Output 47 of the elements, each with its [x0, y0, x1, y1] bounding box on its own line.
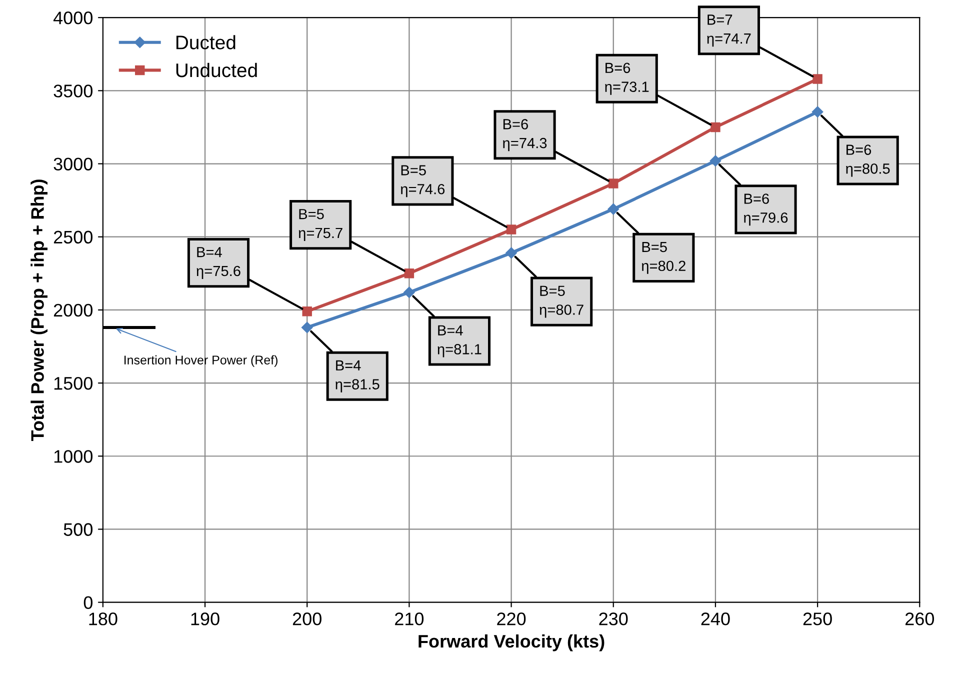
x-tick-label: 210 — [395, 612, 424, 626]
annotation: B=5 η=74.6 — [400, 165, 445, 198]
annotation: B=5 η=80.2 — [642, 242, 686, 274]
x-tick-label: 220 — [497, 612, 526, 626]
annotation: B=5 η=80.7 — [540, 286, 584, 318]
y-tick-label: 0 — [84, 596, 92, 610]
y-tick-label: 4000 — [53, 12, 92, 24]
point — [302, 322, 313, 334]
annotation: B=4 η=81.5 — [336, 360, 380, 392]
legend-label: Unducted — [176, 62, 257, 78]
y-tick-label: 3000 — [54, 158, 92, 170]
point — [506, 224, 516, 234]
annotation: B=4 η=81.1 — [438, 325, 482, 358]
x-tick-label: 260 — [905, 612, 934, 626]
y-tick-label: 1000 — [54, 450, 92, 463]
y-tick-label: 1500 — [54, 376, 92, 390]
annotation: B=7 η=74.7 — [707, 14, 751, 47]
point — [404, 286, 415, 298]
x-tick-label: 250 — [803, 612, 832, 626]
point — [608, 178, 618, 188]
annotation: B=6 η=79.6 — [744, 194, 788, 226]
annotation: B=6 η=73.1 — [605, 62, 649, 95]
point — [302, 306, 312, 316]
legend-label: Ducted — [176, 35, 236, 50]
y-tick-label: 500 — [64, 523, 92, 536]
x-tick-label: 240 — [701, 612, 730, 626]
y-tick-label: 3500 — [54, 84, 92, 98]
x-tick-label: 200 — [292, 612, 322, 626]
point — [608, 203, 619, 215]
point — [812, 106, 824, 118]
point — [710, 155, 722, 166]
y-axis-title: Total Power (Prop + ihp + Rhp) — [30, 180, 48, 441]
point — [812, 74, 822, 84]
annotation: Insertion Hover Power (Ref) — [124, 355, 278, 367]
annotation: B=6 η=80.5 — [846, 144, 890, 177]
x-tick-label: 180 — [89, 612, 118, 626]
x-tick-label: 190 — [191, 612, 220, 626]
annotation: B=4 η=75.6 — [196, 247, 240, 280]
point — [506, 247, 517, 259]
y-tick-label: 2500 — [54, 230, 92, 244]
annotation: B=6 η=74.3 — [503, 119, 547, 152]
x-tick-label: 230 — [599, 612, 628, 626]
annotation: B=5 η=75.7 — [298, 209, 342, 242]
point — [404, 268, 414, 278]
x-axis-title: Forward Velocity (kts) — [418, 634, 604, 652]
y-tick-label: 2000 — [54, 304, 92, 317]
point — [710, 122, 720, 132]
